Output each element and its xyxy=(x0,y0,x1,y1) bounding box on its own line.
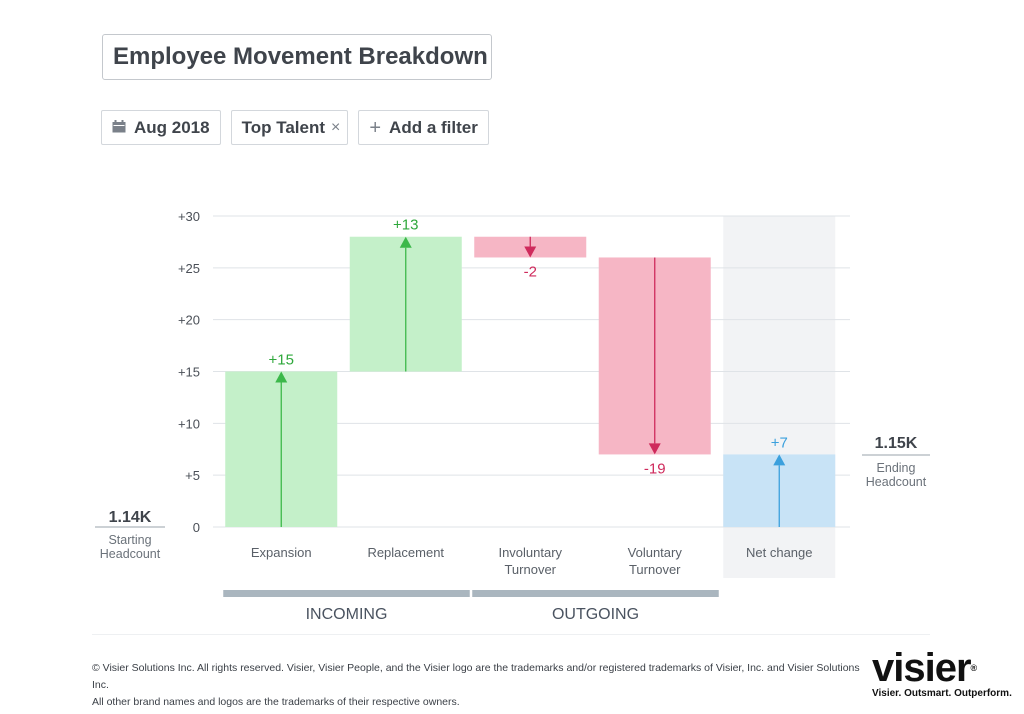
date-filter-chip[interactable]: Aug 2018 xyxy=(101,110,221,145)
logo-tagline: Visier. Outsmart. Outperform. xyxy=(872,688,1012,699)
group-label: OUTGOING xyxy=(552,606,639,623)
data-label: +15 xyxy=(269,352,294,369)
logo-wordmark: visier® xyxy=(872,648,1004,688)
y-tick-label: 0 xyxy=(193,520,200,535)
logo-registered-mark: ® xyxy=(970,663,978,673)
copyright-line-2: All other brand names and logos are the … xyxy=(92,696,460,708)
group-bar-incoming xyxy=(223,590,470,597)
x-category-label: Turnover xyxy=(629,562,681,577)
starting-headcount-value: 1.14K xyxy=(109,509,152,526)
ending-headcount-label: Headcount xyxy=(866,475,927,489)
page-title-text: Employee Movement Breakdown xyxy=(113,43,488,70)
starting-headcount-label: Headcount xyxy=(100,547,161,561)
remove-filter-icon[interactable]: × xyxy=(331,118,341,136)
date-filter-label: Aug 2018 xyxy=(134,117,210,137)
add-filter-label: Add a filter xyxy=(389,117,478,137)
talent-filter-chip[interactable]: Top Talent × xyxy=(230,110,349,145)
talent-filter-label: Top Talent xyxy=(241,117,326,137)
arrow-head xyxy=(524,246,537,258)
visier-logo[interactable]: visier® Visier. Outsmart. Outperform. xyxy=(872,648,1012,699)
y-tick-label: +10 xyxy=(178,416,200,431)
filter-bar: Aug 2018 Top Talent × + Add a filter xyxy=(101,110,489,145)
x-category-label: Involuntary xyxy=(498,545,562,560)
copyright-line-1: © Visier Solutions Inc. All rights reser… xyxy=(92,662,860,691)
y-tick-label: +25 xyxy=(178,261,200,276)
y-tick-label: +15 xyxy=(178,365,200,380)
y-tick-label: +20 xyxy=(178,313,200,328)
y-tick-label: +30 xyxy=(178,209,200,224)
waterfall-chart: +30 +25 +20 +15 +10 +5 0 +15 Expansion +13 Replace… xyxy=(95,209,930,623)
logo-wordmark-text: visier xyxy=(872,646,972,690)
arrow-head xyxy=(648,443,661,455)
arrow-head xyxy=(275,371,288,383)
page-title: Employee Movement Breakdown xyxy=(102,34,492,80)
x-category-label: Replacement xyxy=(367,545,444,560)
x-category-label: Voluntary xyxy=(628,545,683,560)
x-category-label: Expansion xyxy=(251,545,312,560)
arrow-head xyxy=(773,454,786,466)
footer-divider xyxy=(92,634,930,635)
ending-headcount-label: Ending xyxy=(877,461,916,475)
x-category-label: Turnover xyxy=(504,562,556,577)
calendar-icon xyxy=(112,118,126,138)
group-label: INCOMING xyxy=(306,606,388,623)
x-category-label: Net change xyxy=(746,545,813,560)
data-label: +13 xyxy=(393,217,418,234)
data-label: -19 xyxy=(644,460,666,477)
arrow-head xyxy=(399,236,412,248)
data-label: +7 xyxy=(771,434,788,451)
data-label: -2 xyxy=(524,263,537,280)
add-filter-button[interactable]: + Add a filter xyxy=(358,110,489,145)
y-tick-label: +5 xyxy=(185,468,200,483)
copyright-notice: © Visier Solutions Inc. All rights reser… xyxy=(92,660,862,711)
plus-icon: + xyxy=(369,116,382,139)
starting-headcount-label: Starting xyxy=(108,533,151,547)
ending-headcount-value: 1.15K xyxy=(875,435,918,452)
group-bar-outgoing xyxy=(472,590,719,597)
